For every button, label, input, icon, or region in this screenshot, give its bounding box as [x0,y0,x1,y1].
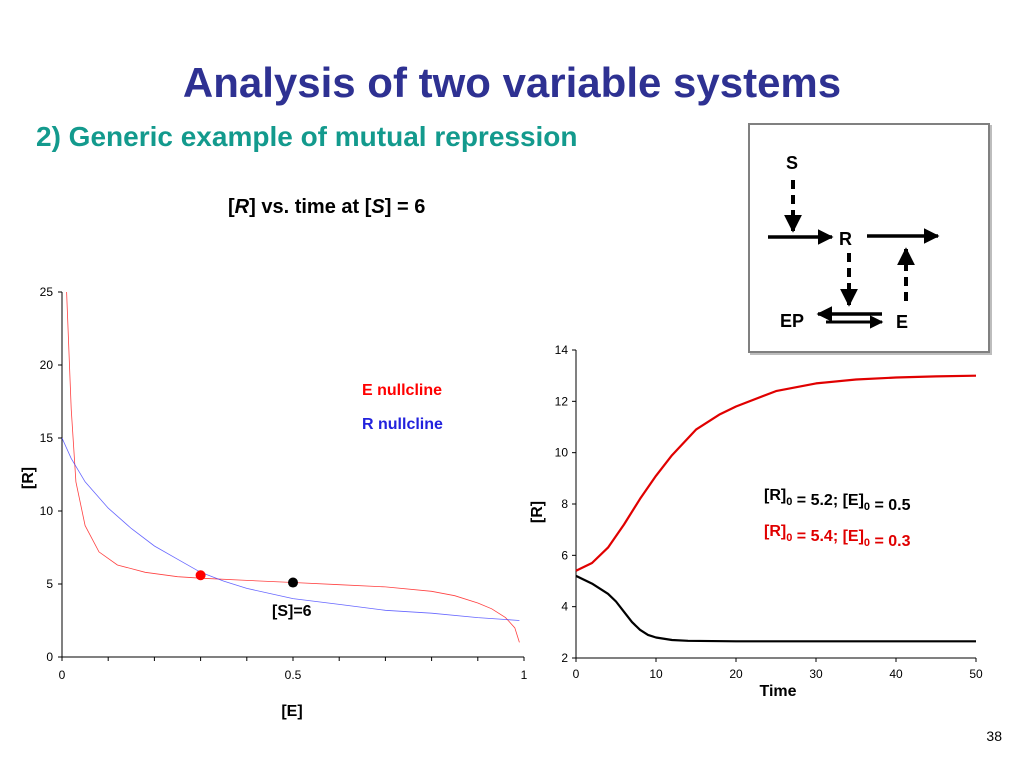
time-course-x-tick-label: 0 [573,667,580,681]
legend-black-trajectory: [R]0 = 5.2; [E]0 = 0.5 [764,487,911,514]
time-course-y-tick-label: 6 [561,548,568,562]
slide-subtitle: 2) Generic example of mutual repression [36,121,578,152]
time-course-x-label: Time [759,683,796,700]
time-course-y-tick-label: 14 [555,343,569,357]
red-trajectory-line [575,374,977,572]
network-diagram: S R EP E [748,123,990,353]
r-nullcline-line [61,437,520,621]
initial-point-black [288,577,298,588]
nullcline-y-tick-label: 10 [40,504,54,518]
time-course-y-tick-label: 8 [561,497,568,511]
time-course-y-tick-label: 4 [561,600,568,614]
heading-r: R [234,196,250,218]
heading-part: ] vs. time at [ [249,196,372,218]
time-course-x-tick-label: 10 [649,667,663,681]
nullcline-y-tick-label: 20 [40,358,54,372]
node-r: R [839,229,852,249]
time-course-chart: 2 4 6 8 10 12 14 0 10 20 30 40 50 Time [R] [R]0 = 5.… [529,343,983,700]
time-course-y-tick-label: 2 [561,651,568,665]
nullcline-y-tick-label: 25 [40,285,54,299]
legend-r-nullcline: R nullcline [362,416,443,433]
nullcline-x-label: [E] [281,703,302,720]
heading-part: [ [228,196,235,218]
network-diagram-svg: S R EP E [768,153,940,332]
legend-red-trajectory: [R]0 = 5.4; [E]0 = 0.3 [764,523,911,550]
time-course-x-tick-label: 40 [889,667,903,681]
legend-e-nullcline: E nullcline [362,382,442,399]
nullcline-x-tick-label: 0 [59,668,66,682]
time-course-x-tick-label: 20 [729,667,743,681]
initial-point-red [195,570,206,581]
time-course-y-tick-label: 12 [555,394,569,408]
time-course-x-tick-label: 30 [809,667,823,681]
page-number: 38 [986,728,1002,744]
slide-title: Analysis of two variable systems [182,59,842,106]
heading-part: ] = 6 [384,196,426,218]
black-trajectory-line [575,574,976,643]
node-ep: EP [780,311,804,331]
nullcline-y-tick-label: 5 [46,577,53,591]
nullcline-y-tick-label: 0 [46,650,53,664]
nullcline-x-tick-label: 1 [521,668,528,682]
node-s: S [786,153,798,173]
heading-s: S [371,196,385,218]
annotation-s-value: [S]=6 [272,603,312,620]
time-course-y-tick-label: 10 [555,446,569,460]
time-course-y-label: [R] [529,501,546,523]
nullcline-x-tick-label: 0.5 [285,668,302,682]
e-nullcline-line [66,291,520,643]
nullcline-y-label: [R] [20,467,37,489]
chart-heading: [R] vs. time at [S] = 6 [228,196,425,219]
node-e: E [896,312,908,332]
nullcline-y-tick-label: 15 [40,431,54,445]
time-course-x-tick-label: 50 [969,667,983,681]
